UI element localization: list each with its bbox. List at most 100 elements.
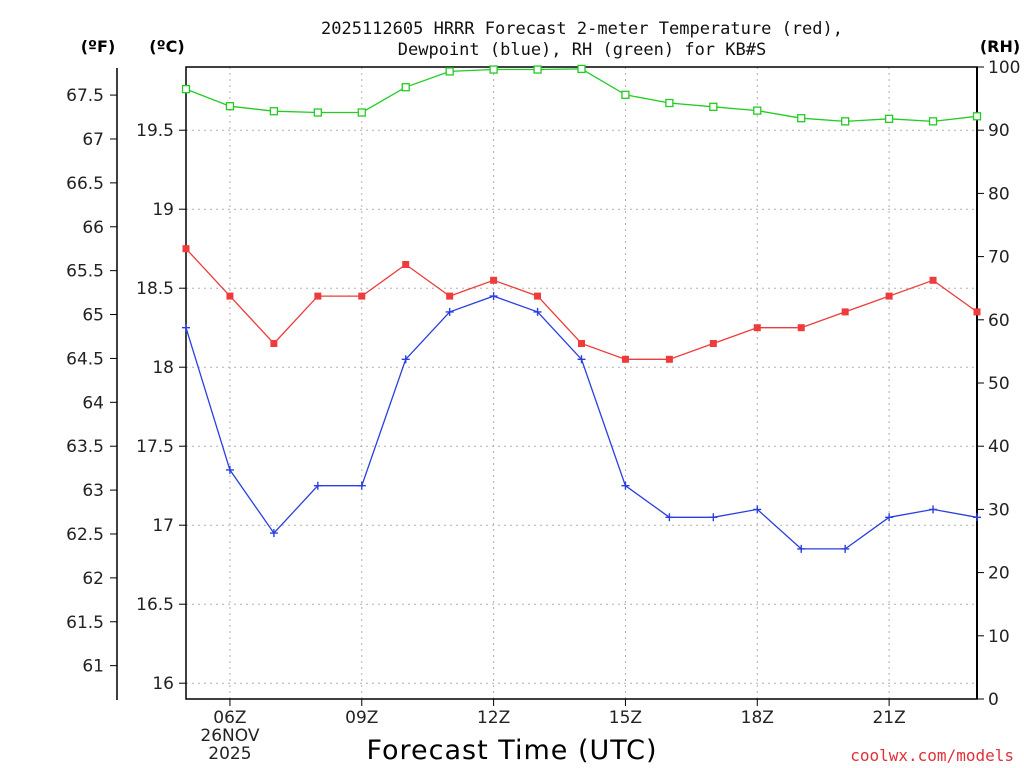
x-tick-label: 06Z [213, 708, 246, 728]
dewpoint-point [182, 323, 190, 332]
dewpoint-point [357, 481, 366, 490]
temperature-point [182, 245, 190, 253]
dewpoint-point [665, 513, 674, 522]
temperature-point [226, 292, 234, 300]
dewpoint-point [753, 505, 762, 514]
rh-tick-label: 0 [988, 690, 999, 710]
fahrenheit-tick-label: 63.5 [66, 437, 104, 457]
dewpoint-point [313, 481, 322, 490]
rh-tick-label: 20 [988, 564, 1010, 584]
rh-tick-label: 80 [988, 184, 1010, 204]
fahrenheit-tick-label: 64 [82, 393, 104, 413]
dewpoint-point [709, 513, 718, 522]
rh-point [313, 108, 322, 117]
celsius-tick-label: 19.5 [136, 121, 174, 141]
grid [186, 67, 977, 699]
dewpoint-point [885, 513, 894, 522]
x-date-label: 26NOV [200, 726, 259, 746]
fahrenheit-tick-label: 67 [82, 130, 104, 150]
celsius-tick-label: 18.5 [136, 279, 174, 299]
rh-point [884, 114, 894, 123]
dewpoint-point [269, 529, 278, 538]
temperature-point [753, 324, 761, 332]
fahrenheit-tick-label: 65 [82, 306, 104, 326]
dewpoint-point [489, 292, 498, 301]
rh-point [797, 114, 806, 123]
fahrenheit-tick-label: 66 [82, 218, 104, 238]
rh-point [181, 84, 191, 94]
fahrenheit-tick-label: 62.5 [66, 525, 104, 545]
dewpoint-point [929, 505, 938, 514]
temperature-point [270, 340, 278, 347]
temperature-point [358, 292, 366, 300]
fahrenheit-tick-label: 66.5 [66, 174, 104, 194]
fahrenheit-tick-label: 67.5 [66, 86, 104, 106]
rh-point [972, 112, 982, 121]
credit-label: coolwx.com/models [850, 746, 1014, 765]
series-layer [181, 64, 982, 553]
temperature-point [534, 292, 542, 300]
dewpoint-point [797, 544, 806, 553]
temperature-point [797, 324, 805, 332]
rh-point [665, 98, 674, 108]
rh-tick-label: 10 [988, 627, 1010, 647]
rh-point [445, 67, 454, 76]
chart-title-line1: 2025112605 HRRR Forecast 2-meter Tempera… [321, 19, 843, 39]
rh-tick-label: 90 [988, 121, 1010, 141]
rh-point [841, 117, 850, 126]
rh-point [357, 108, 366, 117]
rh-point [401, 83, 410, 92]
dewpoint-line [185, 295, 978, 550]
celsius-tick-label: 17.5 [136, 437, 174, 457]
rh-unit-label: (RH) [980, 37, 1020, 56]
celsius-unit-label: (ºC) [149, 37, 184, 56]
temperature-point [665, 355, 673, 363]
rh-point [577, 64, 586, 74]
temperature-point [841, 308, 849, 316]
temperature-point [709, 340, 717, 347]
rh-point [269, 107, 279, 116]
x-tick-label: 15Z [609, 708, 642, 728]
temperature-point [885, 292, 893, 300]
temperature-point [446, 292, 454, 300]
x-tick-label: 09Z [345, 708, 378, 728]
dewpoint-point [533, 307, 542, 316]
x-tick-label: 21Z [872, 708, 905, 728]
rh-point [709, 102, 718, 111]
dewpoint-point [577, 355, 586, 364]
fahrenheit-tick-label: 64.5 [66, 349, 104, 369]
temperature-point [402, 261, 410, 268]
celsius-tick-label: 16 [152, 674, 174, 694]
fahrenheit-tick-label: 63 [82, 481, 104, 501]
chart-title-line2: Dewpoint (blue), RH (green) for KB#S [398, 40, 766, 60]
celsius-tick-label: 16.5 [136, 595, 174, 615]
axes [110, 66, 984, 706]
rh-point [753, 106, 762, 115]
rh-tick-label: 100 [988, 58, 1020, 78]
temperature-point [973, 308, 981, 316]
x-year-label: 2025 [208, 744, 251, 764]
dewpoint-point [841, 544, 850, 553]
fahrenheit-tick-label: 61 [82, 657, 104, 677]
temperature-point [314, 292, 322, 300]
celsius-tick-label: 18 [152, 358, 174, 378]
fahrenheit-tick-label: 62 [82, 569, 104, 589]
rh-tick-label: 70 [988, 248, 1010, 268]
x-tick-label: 12Z [477, 708, 510, 728]
fahrenheit-unit-label: (ºF) [81, 37, 116, 56]
temperature-point [621, 355, 629, 363]
temperature-point [929, 276, 937, 284]
rh-tick-label: 50 [988, 374, 1010, 394]
temperature-point [490, 276, 498, 284]
rh-tick-label: 30 [988, 500, 1010, 520]
fahrenheit-tick-label: 65.5 [66, 262, 104, 282]
rh-point [928, 117, 938, 126]
rh-tick-label: 60 [988, 311, 1010, 331]
rh-point [621, 90, 630, 99]
celsius-tick-label: 17 [152, 516, 174, 536]
rh-tick-label: 40 [988, 437, 1010, 457]
fahrenheit-tick-label: 61.5 [66, 613, 104, 633]
dewpoint-point [225, 465, 234, 474]
